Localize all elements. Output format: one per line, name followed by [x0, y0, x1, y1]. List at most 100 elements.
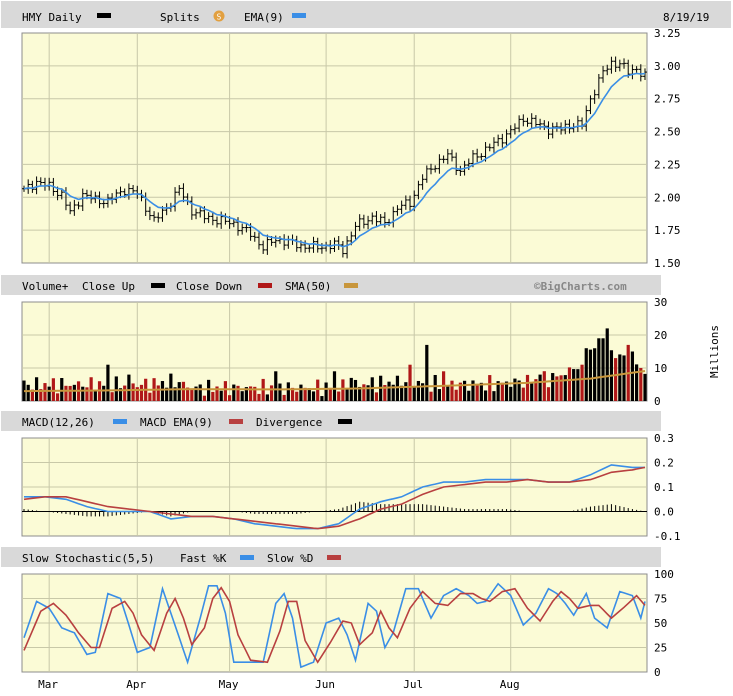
volume-bar [500, 382, 504, 401]
y-tick-label: 75 [654, 593, 667, 606]
volume-bar [114, 376, 118, 401]
volume-bar [563, 375, 567, 401]
volume-bar [467, 390, 471, 401]
volume-bar [341, 379, 345, 401]
volume-bar [345, 388, 349, 401]
volume-header-bar [1, 275, 661, 295]
volume-bar [194, 386, 198, 401]
macd-swatch [113, 419, 127, 424]
volume-bar [546, 387, 551, 401]
volume-bar [135, 387, 139, 401]
volume-bar [504, 381, 509, 401]
volume-bar [286, 382, 290, 401]
volume-bar [572, 369, 576, 401]
macd-ema-label: MACD EMA(9) [140, 416, 213, 429]
y-tick-label: 0 [654, 395, 661, 408]
volume-y-axis: 30 20 10 0 [654, 296, 667, 408]
divergence-swatch [338, 419, 352, 424]
volume-bar [614, 358, 618, 401]
volume-bar [584, 348, 588, 401]
volume-bar [198, 384, 202, 401]
volume-grid [22, 302, 647, 401]
splits-icon-letter: S [217, 13, 222, 22]
volume-bar [51, 378, 55, 401]
volume-bar [118, 388, 123, 401]
volume-bar [232, 384, 236, 401]
y-tick-label: 3.25 [654, 27, 681, 40]
y-tick-label: 2.00 [654, 191, 681, 204]
volume-bar [416, 380, 421, 401]
volume-bar [89, 377, 93, 401]
volume-bar [635, 364, 639, 401]
volume-bar [412, 387, 416, 401]
volume-bar [462, 380, 467, 401]
volume-bar [156, 385, 160, 401]
sma50-label: SMA(50) [285, 280, 331, 293]
volume-bar [370, 377, 374, 401]
volume-bar [593, 348, 597, 401]
macd-panel: MACD(12,26) MACD EMA(9) Divergence 0.30.… [1, 411, 681, 543]
volume-bar [521, 387, 525, 401]
volume-bar [576, 369, 580, 401]
volume-bar [39, 389, 43, 401]
volume-bar [265, 394, 269, 401]
volume-bar [513, 378, 517, 401]
volume-bar [93, 391, 97, 401]
price-grid [22, 33, 647, 263]
volume-bar [488, 375, 492, 401]
volume-bar [282, 394, 286, 401]
macd-y-axis: 0.3 0.2 0.1 0.0 -0.1 [654, 432, 681, 543]
y-tick-label: 50 [654, 617, 667, 630]
volume-bar [299, 384, 303, 401]
volume-bar [26, 384, 30, 401]
volume-bar [43, 383, 47, 401]
x-tick-label: Jul [403, 678, 423, 691]
volume-bar [190, 389, 194, 401]
x-tick-label: Jun [315, 678, 335, 691]
volume-bar [186, 387, 190, 401]
volume-bar [219, 390, 223, 401]
x-tick-label: Mar [38, 678, 58, 691]
volume-bar [240, 391, 244, 401]
macd-header-bar [1, 411, 661, 431]
y-tick-label: 30 [654, 296, 667, 309]
close-down-label: Close Down [176, 280, 242, 293]
volume-bar [395, 375, 400, 401]
volume-bar [85, 387, 89, 401]
volume-bar [102, 385, 106, 401]
volume-bar [30, 389, 34, 401]
volume-bar [437, 389, 441, 401]
y-tick-label: 2.25 [654, 158, 681, 171]
volume-bar [316, 379, 320, 401]
y-tick-label: 2.75 [654, 93, 681, 106]
y-tick-label: 0.2 [654, 457, 674, 470]
volume-bar [328, 387, 332, 401]
volume-bar [639, 368, 643, 401]
volume-bar [165, 387, 169, 401]
volume-bar [131, 383, 135, 401]
volume-bar [68, 385, 72, 401]
volume-bar [127, 374, 131, 401]
volume-bar [622, 355, 626, 401]
volume-bar [580, 364, 584, 401]
volume-bar [211, 391, 215, 401]
volume-bar [278, 383, 282, 401]
volume-bar [433, 374, 437, 401]
fast-k-line [23, 582, 646, 669]
volume-bar [475, 385, 479, 401]
y-tick-label: 1.75 [654, 224, 681, 237]
volume-bar [269, 385, 274, 401]
volume-bar [618, 354, 622, 401]
volume-bar [244, 387, 248, 401]
fast-k-swatch [240, 555, 254, 560]
volume-bar [601, 338, 605, 401]
volume-bar [228, 395, 232, 401]
volume-bar [408, 364, 412, 401]
volume-bar [425, 344, 429, 401]
volume-title: Volume+ [22, 280, 69, 293]
stoch-y-axis: 100 75 50 25 0 [654, 568, 674, 679]
y-tick-label: 20 [654, 329, 667, 342]
volume-bar [517, 380, 521, 401]
volume-bar [106, 364, 110, 401]
volume-bar [492, 391, 496, 401]
